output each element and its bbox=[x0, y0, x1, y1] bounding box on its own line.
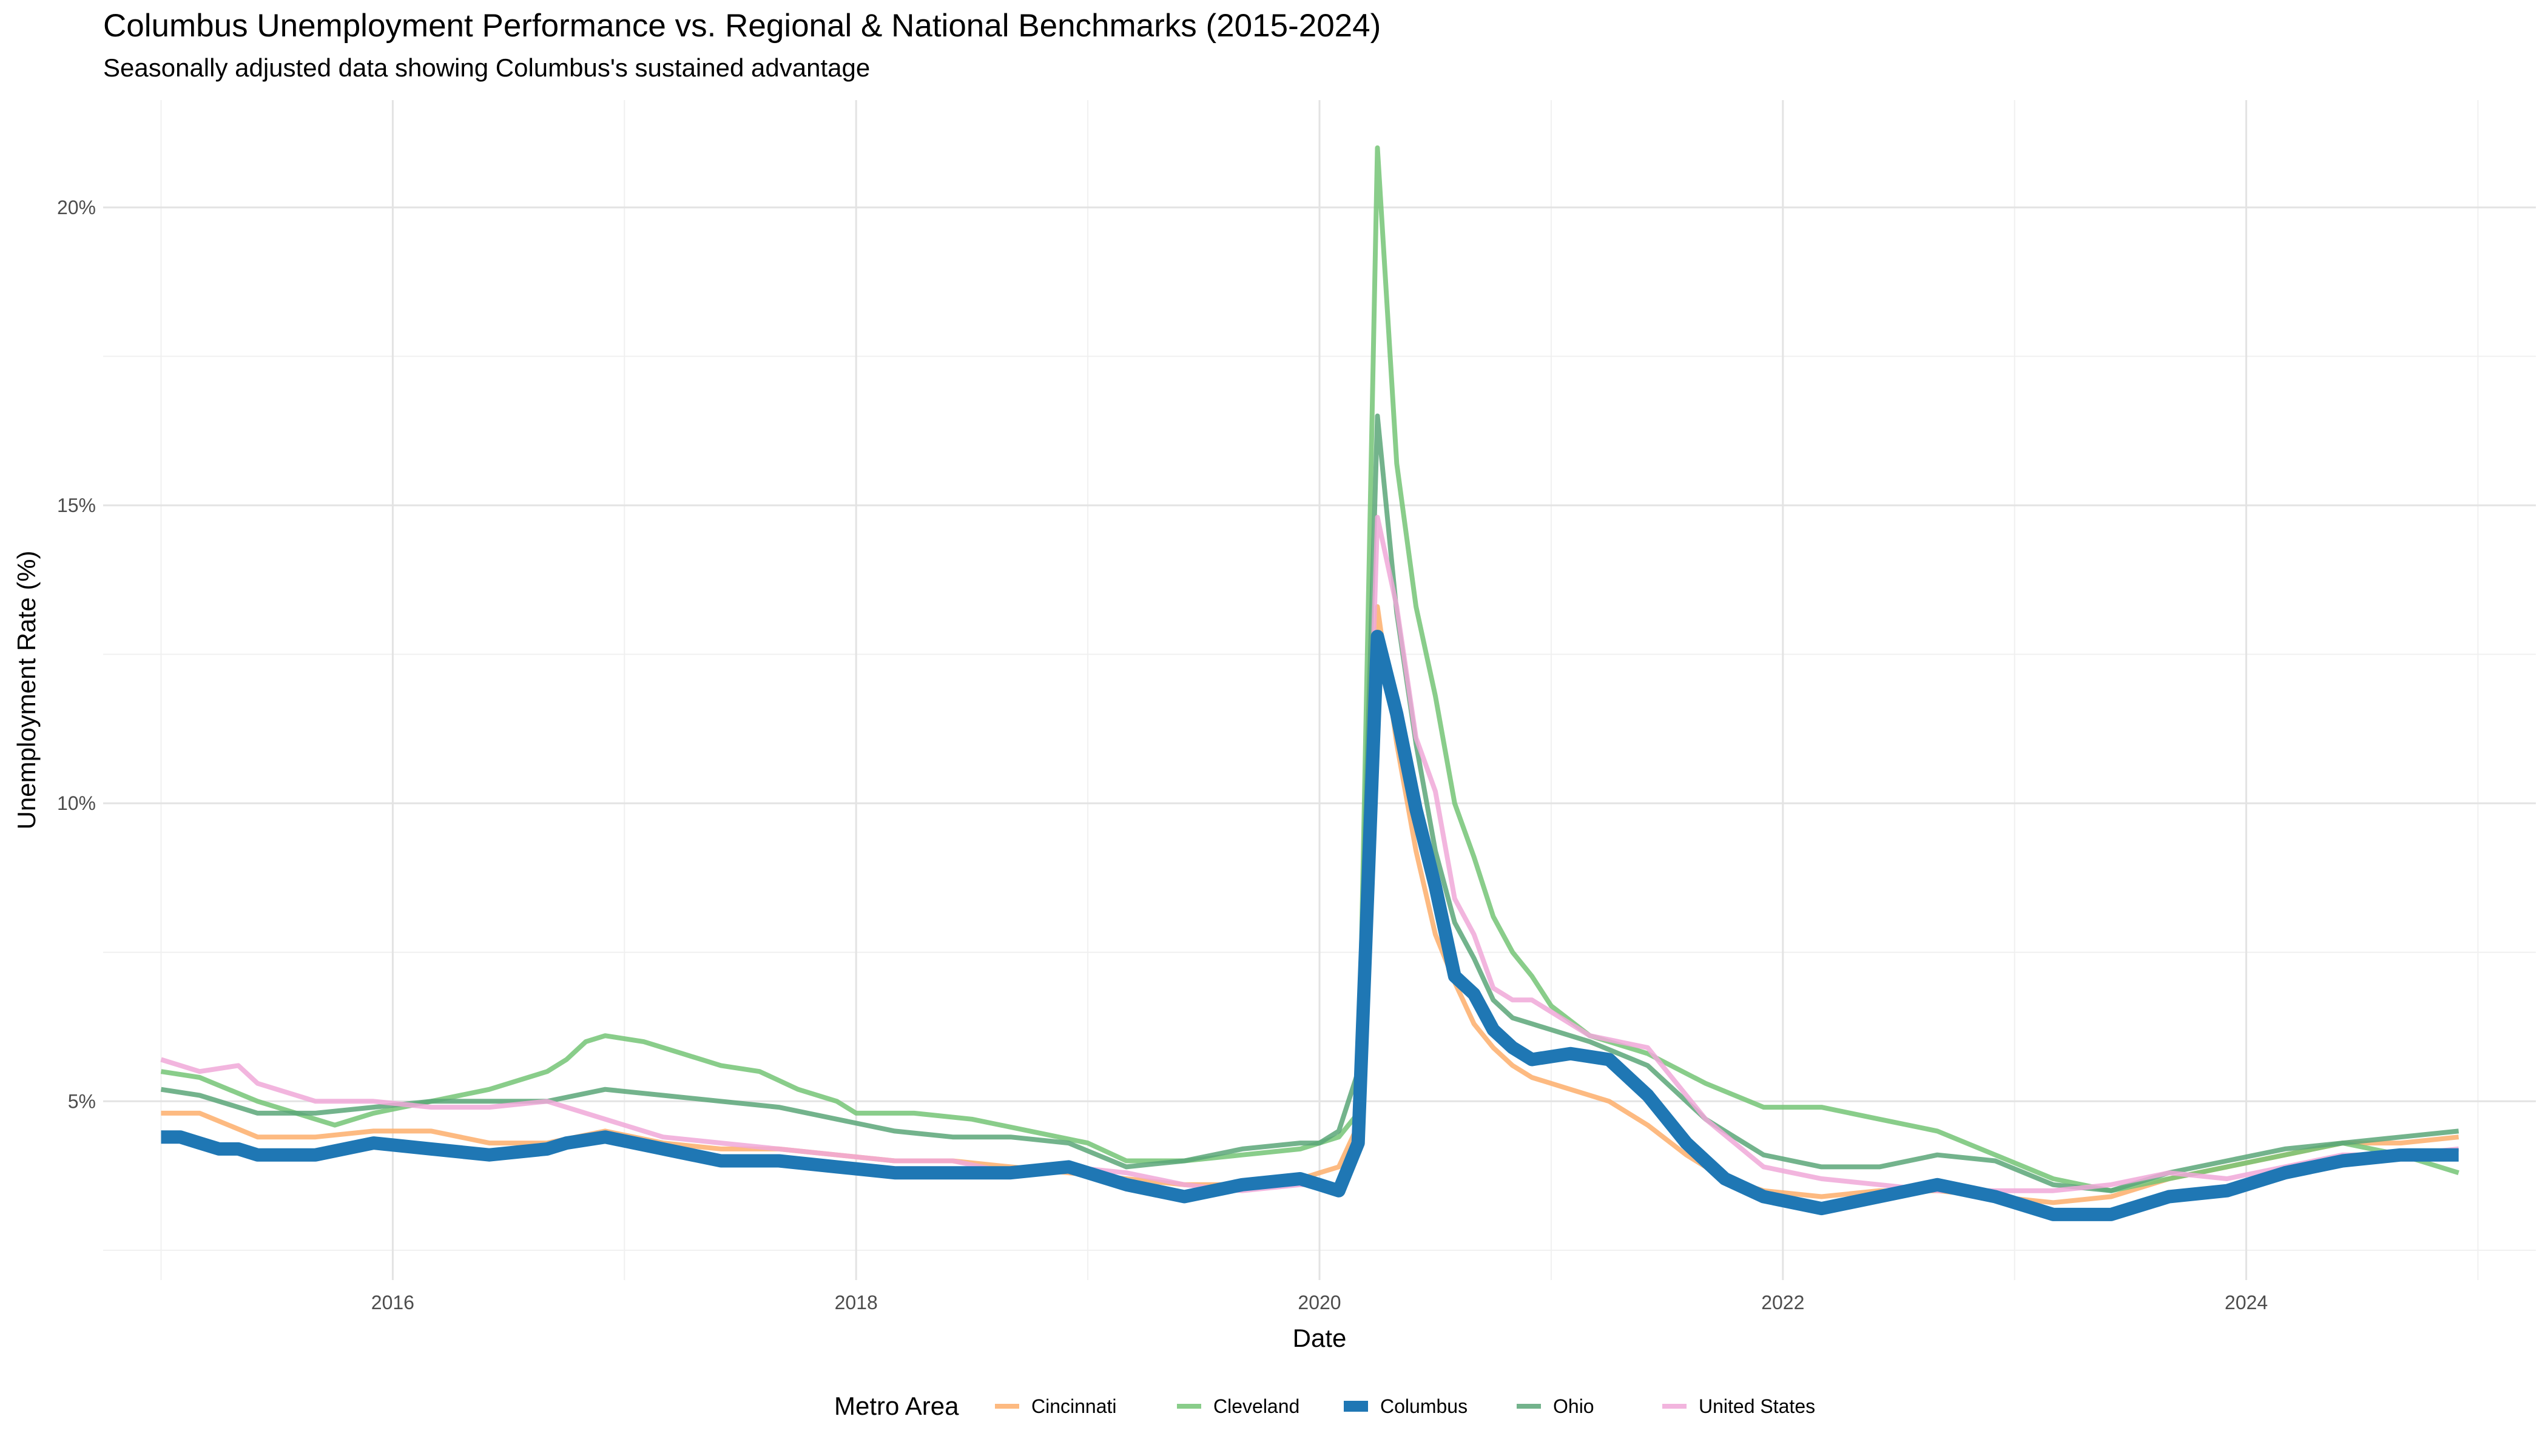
x-tick-label: 2018 bbox=[835, 1292, 878, 1313]
legend-item-united-states[interactable]: United States bbox=[1662, 1395, 1815, 1417]
y-axis-title: Unemployment Rate (%) bbox=[12, 551, 41, 830]
legend-label: Cleveland bbox=[1213, 1395, 1299, 1417]
x-axis-title: Date bbox=[1293, 1324, 1347, 1352]
x-tick-label: 2022 bbox=[1761, 1292, 1804, 1313]
y-tick-label: 5% bbox=[68, 1090, 96, 1112]
x-tick-label: 2020 bbox=[1298, 1292, 1341, 1313]
chart-title: Columbus Unemployment Performance vs. Re… bbox=[103, 8, 1381, 44]
legend-label: Columbus bbox=[1380, 1395, 1468, 1417]
y-tick-label: 20% bbox=[57, 197, 96, 218]
series-line-cleveland bbox=[160, 145, 2459, 1193]
legend-item-cincinnati[interactable]: Cincinnati bbox=[995, 1395, 1117, 1417]
chart-subtitle: Seasonally adjusted data showing Columbu… bbox=[103, 53, 871, 82]
legend-item-ohio[interactable]: Ohio bbox=[1517, 1395, 1594, 1417]
series-line-united-states bbox=[160, 514, 2459, 1193]
legend-item-columbus[interactable]: Columbus bbox=[1344, 1395, 1468, 1417]
legend[interactable]: Metro Area Cincinnati Cleveland Columbus Ohi… bbox=[834, 1392, 1815, 1420]
y-tick-label: 10% bbox=[57, 792, 96, 814]
legend-label: Ohio bbox=[1553, 1395, 1594, 1417]
y-tick-label: 15% bbox=[57, 494, 96, 516]
series-line-ohio bbox=[160, 413, 2459, 1193]
x-tick-label: 2024 bbox=[2225, 1292, 2268, 1313]
x-tick-label: 2016 bbox=[371, 1292, 414, 1313]
series-layer bbox=[160, 145, 2459, 1221]
legend-label: United States bbox=[1699, 1395, 1815, 1417]
grid-layer bbox=[103, 100, 2536, 1280]
legend-label: Cincinnati bbox=[1031, 1395, 1117, 1417]
legend-title: Metro Area bbox=[834, 1392, 959, 1420]
series-line-cincinnati bbox=[161, 604, 2459, 1205]
axis-layer: 5% 10% 15% 20% 2016 2018 2020 2022 2024 Date Unemp… bbox=[12, 197, 2268, 1352]
legend-item-cleveland[interactable]: Cleveland bbox=[1177, 1395, 1299, 1417]
series-line-columbus bbox=[161, 630, 2459, 1221]
